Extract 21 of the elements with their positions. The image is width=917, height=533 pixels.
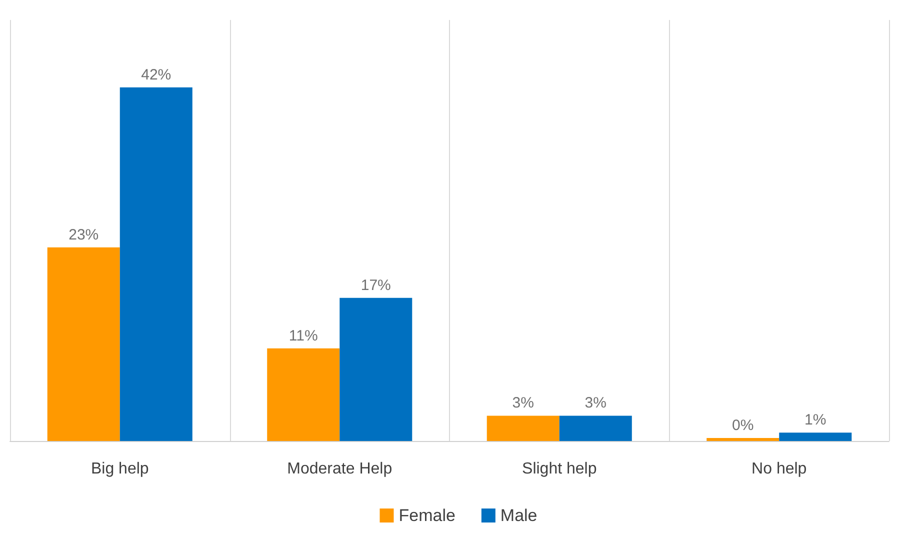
data-label: 11% — [288, 327, 318, 344]
legend-label: Female — [398, 506, 456, 525]
bar — [779, 432, 852, 441]
data-label: 3% — [512, 394, 534, 412]
bar — [340, 298, 412, 441]
legend-label: Male — [500, 506, 538, 525]
x-tick-label: Moderate Help — [287, 460, 392, 478]
bar — [267, 348, 340, 441]
data-label: 3% — [584, 394, 606, 412]
data-label: 42% — [141, 66, 172, 84]
data-label: 23% — [68, 226, 99, 244]
data-label: 0% — [732, 417, 754, 434]
data-label: 17% — [360, 276, 391, 294]
x-tick-label: Slight help — [522, 460, 597, 478]
bar — [120, 87, 192, 441]
bar — [47, 247, 120, 441]
x-tick-label: No help — [752, 460, 807, 478]
bar — [486, 416, 560, 441]
x-tick-label: Big help — [90, 460, 149, 478]
data-label: 1% — [804, 412, 826, 429]
bar — [559, 416, 632, 441]
